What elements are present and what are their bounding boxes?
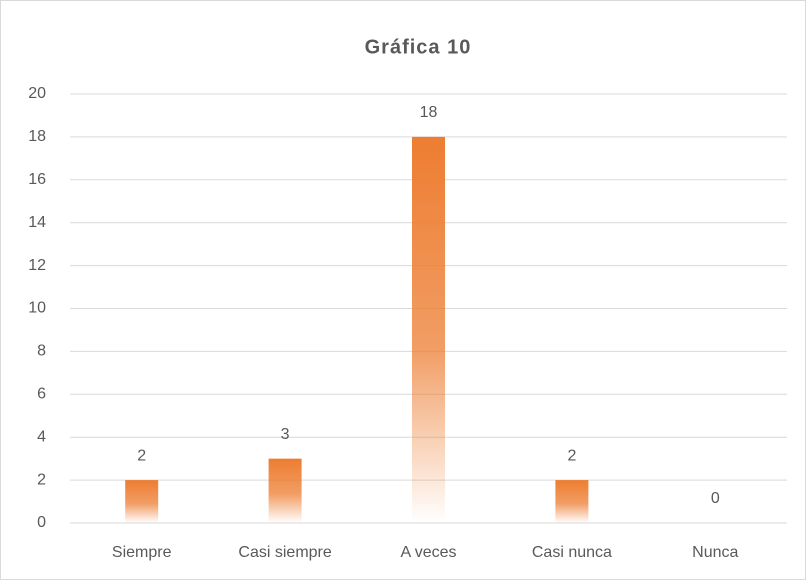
bar <box>268 458 302 523</box>
y-tick-label: 18 <box>28 128 46 145</box>
chart-title: Gráfica 10 <box>365 36 472 58</box>
y-tick-label: 6 <box>37 386 46 403</box>
x-tick-label: Nunca <box>692 544 738 561</box>
data-label: 2 <box>137 447 146 464</box>
data-label: 3 <box>281 426 290 443</box>
bar <box>412 136 445 523</box>
y-tick-label: 20 <box>28 85 46 102</box>
data-label: 18 <box>420 104 438 121</box>
x-tick-label: A veces <box>400 544 456 561</box>
y-tick-label: 14 <box>28 214 46 231</box>
y-tick-label: 12 <box>28 257 46 274</box>
x-tick-label: Siempre <box>112 544 172 561</box>
x-tick-label: Casi siempre <box>238 544 331 561</box>
data-label: 0 <box>711 490 720 507</box>
y-tick-label: 8 <box>37 343 46 360</box>
y-tick-label: 10 <box>28 300 46 317</box>
bar <box>125 480 159 523</box>
x-tick-label: Casi nunca <box>532 544 612 561</box>
y-tick-label: 0 <box>37 514 46 531</box>
y-tick-label: 16 <box>28 171 46 188</box>
y-tick-label: 2 <box>37 471 46 488</box>
bar <box>555 480 589 523</box>
y-tick-label: 4 <box>37 428 46 445</box>
data-label: 2 <box>567 447 576 464</box>
